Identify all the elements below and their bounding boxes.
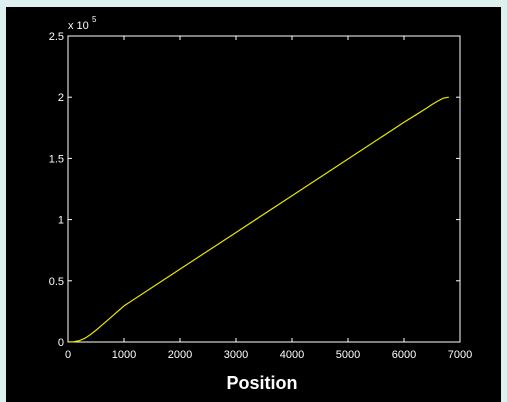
x-tick-label: 1000	[112, 349, 136, 361]
x-tick-label: 3000	[224, 349, 248, 361]
x-tick-label: 0	[65, 349, 71, 361]
y-axis-multiplier: x 10	[68, 20, 89, 32]
y-tick-label: 2.5	[49, 31, 64, 43]
y-tick-label: 2	[58, 92, 64, 104]
y-tick-label: 1.5	[49, 153, 64, 165]
y-tick-label: 1	[58, 215, 64, 227]
y-axis-multiplier-exponent: 5	[92, 15, 97, 24]
series-line	[67, 96, 449, 343]
y-axis: 0 0.5 1 1.5 2 2.5	[49, 31, 460, 349]
y-tick-label: 0	[58, 337, 64, 349]
x-tick-label: 5000	[336, 349, 360, 361]
x-tick-label: 2000	[168, 349, 192, 361]
x-tick-label: 7000	[448, 349, 472, 361]
plot-area-frame	[67, 35, 461, 343]
y-tick-label: 0.5	[49, 276, 64, 288]
x-tick-label: 6000	[392, 349, 416, 361]
x-axis: 0 1000 2000 3000 4000 5000 6000 7000	[65, 36, 472, 361]
x-tick-label: 4000	[280, 349, 304, 361]
series-group	[67, 96, 449, 343]
x-axis-label: Position	[227, 373, 298, 393]
